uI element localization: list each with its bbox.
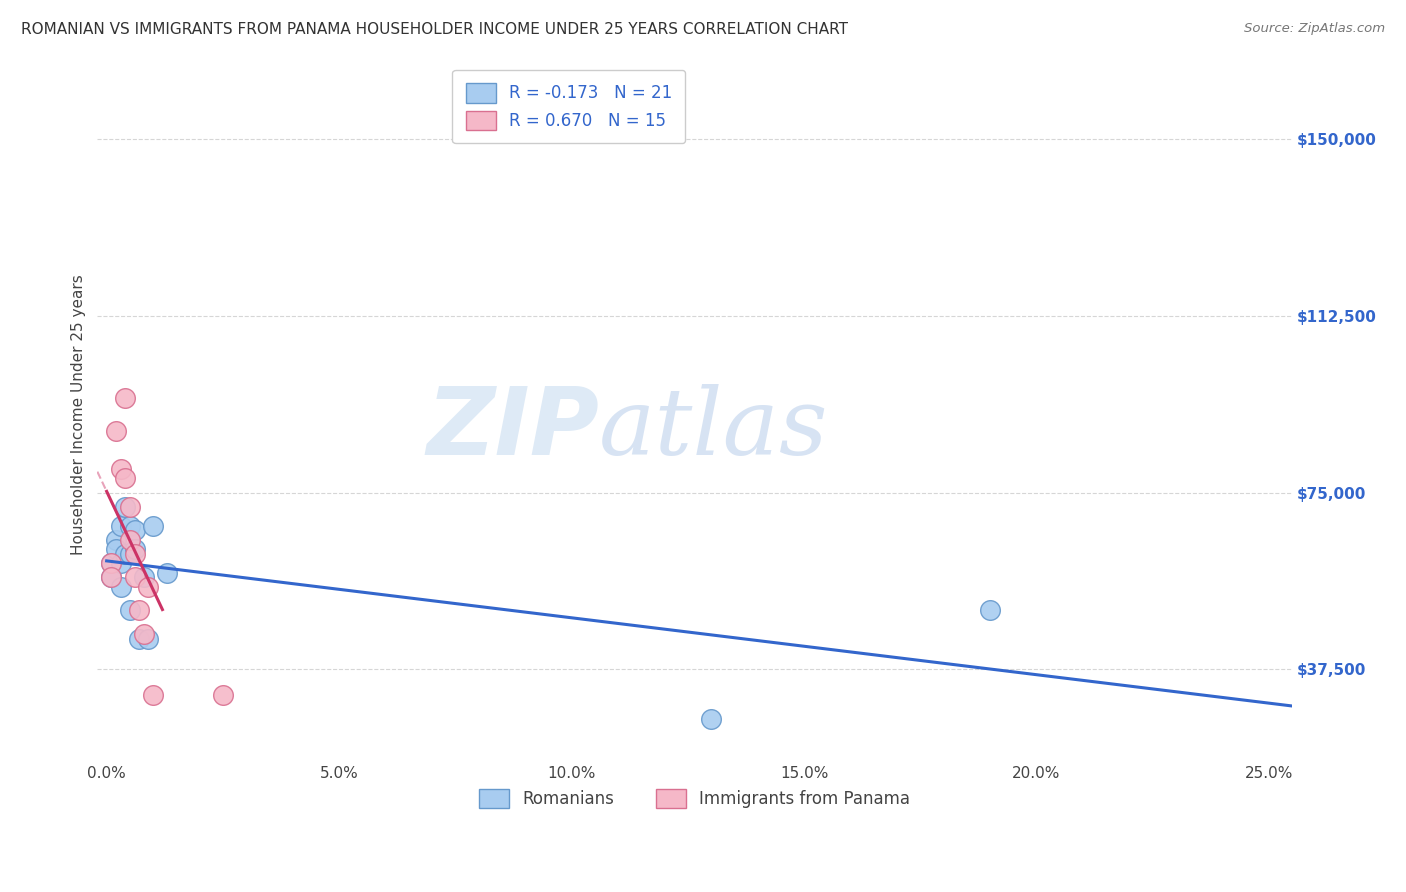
Point — [118, 518, 141, 533]
Point — [114, 392, 136, 406]
Point — [132, 627, 155, 641]
Point — [142, 518, 165, 533]
Point — [104, 425, 127, 439]
Point — [118, 500, 141, 514]
Point — [128, 603, 150, 617]
Point — [142, 688, 165, 702]
Text: ZIP: ZIP — [426, 383, 599, 475]
Point — [118, 547, 141, 561]
Point — [124, 542, 146, 557]
Point — [114, 547, 136, 561]
Point — [118, 533, 141, 547]
Text: ROMANIAN VS IMMIGRANTS FROM PANAMA HOUSEHOLDER INCOME UNDER 25 YEARS CORRELATION: ROMANIAN VS IMMIGRANTS FROM PANAMA HOUSE… — [21, 22, 848, 37]
Point — [110, 518, 132, 533]
Text: Source: ZipAtlas.com: Source: ZipAtlas.com — [1244, 22, 1385, 36]
Point — [124, 547, 146, 561]
Point — [700, 712, 723, 726]
Point — [979, 603, 1001, 617]
Point — [104, 542, 127, 557]
Point — [138, 580, 160, 594]
Point — [110, 580, 132, 594]
Point — [110, 556, 132, 570]
Text: atlas: atlas — [599, 384, 828, 474]
Point — [100, 570, 122, 584]
Point — [212, 688, 235, 702]
Point — [124, 570, 146, 584]
Point — [128, 632, 150, 646]
Point — [110, 462, 132, 476]
Point — [124, 523, 146, 537]
Point — [100, 556, 122, 570]
Point — [118, 603, 141, 617]
Point — [156, 566, 179, 580]
Y-axis label: Householder Income Under 25 years: Householder Income Under 25 years — [72, 275, 86, 555]
Point — [100, 556, 122, 570]
Point — [114, 500, 136, 514]
Point — [114, 471, 136, 485]
Point — [132, 570, 155, 584]
Point — [104, 533, 127, 547]
Point — [138, 632, 160, 646]
Point — [100, 570, 122, 584]
Legend: Romanians, Immigrants from Panama: Romanians, Immigrants from Panama — [472, 782, 917, 815]
